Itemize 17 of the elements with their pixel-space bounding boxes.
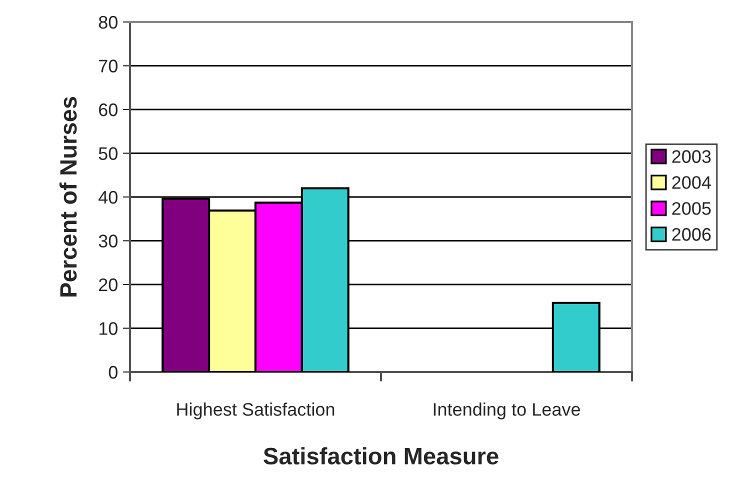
x-tick-label: Highest Satisfaction (177, 402, 334, 420)
x-tick-label: Intending to Leave (434, 402, 580, 420)
y-tick-label: 0 (108, 366, 118, 379)
y-tick-label: 30 (98, 234, 118, 248)
y-tick-label: 20 (99, 278, 118, 292)
legend-label: 2006 (672, 228, 711, 241)
y-tick-label: 60 (99, 103, 118, 116)
y-tick-label: 40 (98, 190, 118, 204)
y-tick-label: 50 (98, 147, 118, 160)
legend-label: 2004 (672, 176, 711, 189)
y-axis-title: Percent of Nurses (59, 96, 77, 296)
y-tick-label: 70 (99, 60, 118, 72)
y-tick-label: 10 (99, 322, 118, 335)
legend-label: 2005 (672, 202, 711, 215)
y-tick-label: 80 (98, 16, 118, 29)
x-axis-title: Satisfaction Measure (264, 447, 498, 465)
legend-label: 2003 (672, 150, 711, 163)
